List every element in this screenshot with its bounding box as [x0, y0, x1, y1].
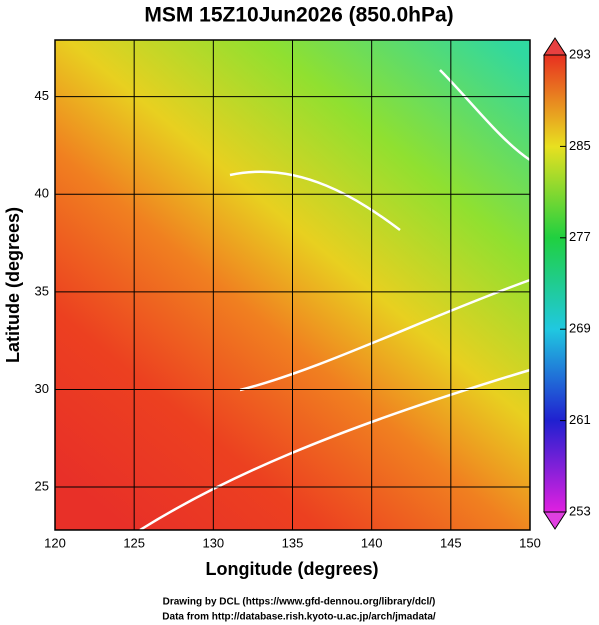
y-tick-label: 40: [35, 186, 49, 201]
colorbar-tick-label: 261: [569, 412, 591, 427]
footer-line: Data from http://database.rish.kyoto-u.a…: [162, 612, 436, 623]
chart-title: MSM 15Z10Jun2026 (850.0hPa): [144, 4, 453, 27]
contours: [139, 69, 531, 532]
y-tick-label: 35: [35, 283, 49, 298]
y-axis-label: Latitude (degrees): [3, 207, 23, 363]
x-tick-label: 120: [44, 535, 66, 550]
colorbar-tick-label: 269: [569, 321, 591, 336]
x-tick-label: 130: [202, 535, 224, 550]
y-tick-label: 30: [35, 381, 49, 396]
x-tick-label: 125: [123, 535, 145, 550]
y-tick-label: 25: [35, 478, 49, 493]
colorbar-tick-label: 277: [569, 229, 591, 244]
x-axis-label: Longitude (degrees): [205, 559, 378, 579]
colorbar-tick-label: 253: [569, 503, 591, 518]
x-tick-label: 145: [440, 535, 462, 550]
colorbar-tick-label: 293: [569, 46, 591, 61]
x-tick-label: 135: [282, 535, 304, 550]
x-tick-label: 150: [519, 535, 541, 550]
footer-line: Drawing by DCL (https://www.gfd-dennou.o…: [163, 597, 436, 608]
colorbar-tick-label: 285: [569, 138, 591, 153]
plot-frame: [54, 39, 531, 531]
x-tick-label: 140: [361, 535, 383, 550]
y-tick-label: 45: [35, 88, 49, 103]
colorbar: [543, 54, 567, 513]
colorbar-min-arrow: [543, 511, 567, 530]
colorbar-max-arrow: [543, 37, 567, 56]
